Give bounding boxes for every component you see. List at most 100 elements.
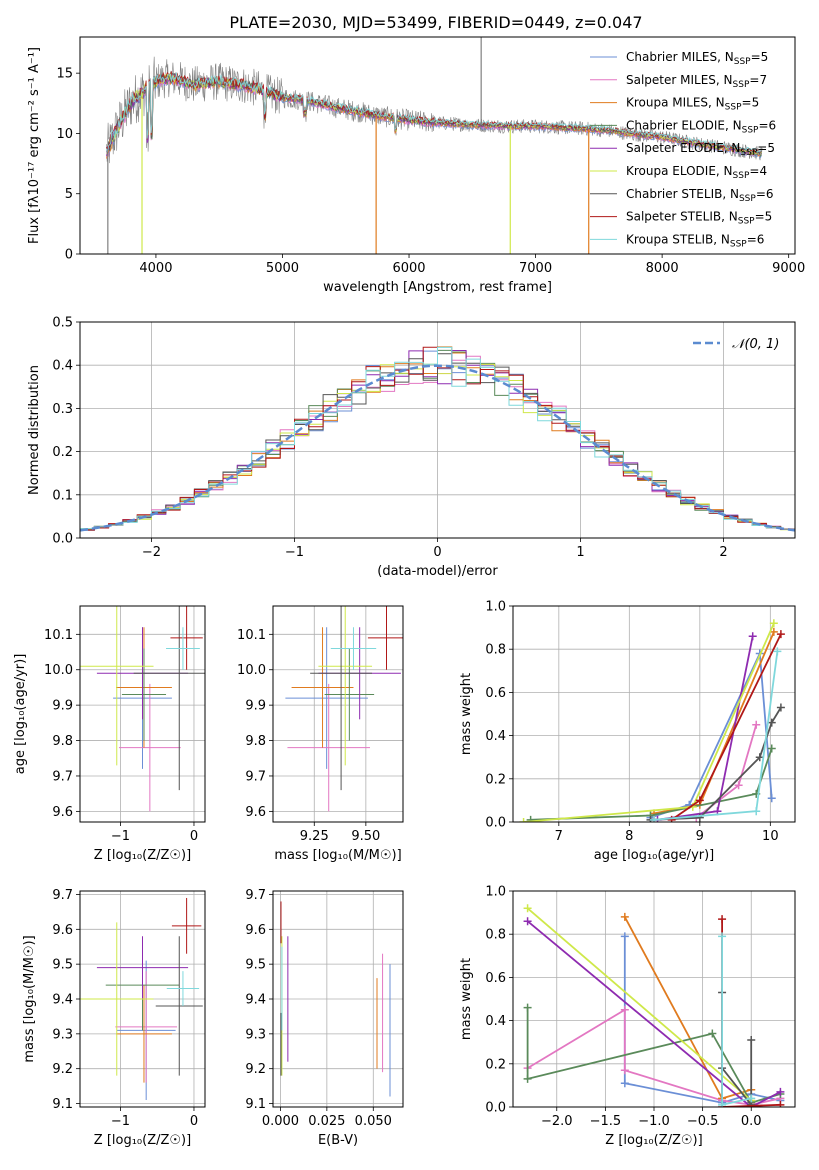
y-tick-label: 9.5	[245, 958, 266, 973]
plot-area-residuals	[80, 346, 795, 532]
y-tick-label: 0.4	[485, 1014, 506, 1029]
y-tick-label: 0.0	[485, 1101, 506, 1116]
axes-frame	[512, 605, 796, 823]
x-tick-label: −1	[111, 1114, 130, 1129]
y-tick-label: 10.1	[44, 628, 73, 643]
y-tick-label: 9.4	[245, 993, 266, 1008]
plus-marker	[620, 932, 629, 941]
x-tick-label: −1	[111, 829, 130, 844]
legend-label: Kroupa MILES, NSSP=5	[626, 96, 759, 113]
plus-marker	[523, 1003, 532, 1012]
plus-marker	[620, 1066, 629, 1075]
plus-marker	[776, 630, 785, 639]
plus-marker	[620, 1005, 629, 1014]
y-tick-label: 9.7	[245, 769, 266, 784]
y-tick-label: 9.6	[245, 805, 266, 820]
y-axis-label: mass weight	[459, 673, 474, 755]
y-tick-label: 9.7	[52, 769, 73, 784]
y-tick-label: 0	[65, 248, 73, 263]
plus-marker	[773, 647, 782, 656]
y-tick-label: 0.3	[52, 402, 73, 417]
legend-label: Chabrier STELIB, NSSP=6	[626, 187, 774, 204]
plus-marker	[769, 627, 778, 636]
legend-label-main: Chabrier STELIB, N	[626, 187, 739, 201]
y-tick-label: 9.6	[52, 923, 73, 938]
plus-marker	[650, 815, 658, 822]
y-tick-label: 1.0	[485, 885, 506, 900]
y-tick-label: 9.9	[245, 699, 266, 714]
axes-frame	[79, 605, 206, 823]
plus-marker	[523, 1074, 532, 1083]
y-tick-label: 15	[56, 67, 73, 82]
x-axis-label: wavelength [Angstrom, rest frame]	[323, 280, 552, 295]
y-tick-label: 0.6	[485, 971, 506, 986]
x-tick-label: 4000	[139, 261, 172, 276]
axes-frame	[272, 605, 404, 823]
x-tick-label: 10	[762, 829, 779, 844]
x-tick-label: 0.025	[308, 1114, 345, 1129]
y-tick-label: 0.5	[52, 316, 73, 331]
axes-frame	[79, 321, 796, 539]
legend-label-sub: SSP	[733, 80, 750, 90]
x-tick-label: 0	[190, 1114, 198, 1129]
legend-label-suffix: =5	[751, 50, 769, 64]
x-tick-label: 8000	[646, 261, 679, 276]
x-tick-label: 2	[719, 545, 727, 560]
x-tick-label: 0	[190, 829, 198, 844]
y-tick-label: 0.2	[52, 445, 73, 460]
plot-area-age-vs-mass	[285, 606, 403, 812]
plus-marker	[755, 753, 764, 762]
x-tick-label: −0.5	[687, 1114, 719, 1129]
plus-marker	[620, 912, 629, 921]
x-tick-label: 8	[625, 829, 633, 844]
x-tick-label: 5000	[266, 261, 299, 276]
massweight-line	[527, 907, 752, 1102]
x-tick-label: 9	[696, 829, 704, 844]
spectrum-model-line	[106, 72, 762, 153]
legend-label-sub: SSP	[742, 125, 759, 135]
panel-mass-vs-Z: −1 0 9.1 9.2 9.3 9.4 9.5 9.6 9.7 Z [log₁₀(Z/Z☉)] m…	[22, 888, 206, 1148]
y-tick-label: 0.2	[485, 772, 506, 787]
panel-residuals: −2 −1 0 1 2 0.0 0.1 0.2 0.3 0.4 0.5 (data-model)/er…	[27, 316, 796, 579]
plus-marker	[747, 1094, 756, 1103]
y-tick-label: 0.4	[52, 359, 73, 374]
y-tick-label: 9.5	[52, 958, 73, 973]
y-tick-label: 0.1	[52, 488, 73, 503]
x-tick-label: −1.0	[638, 1114, 670, 1129]
y-tick-label: 5	[65, 187, 73, 202]
y-axis-label: Flux [fλ10⁻¹⁷ erg cm⁻² s⁻¹ A⁻¹]	[27, 47, 42, 244]
x-axis-label: age [log₁₀(age/yr)]	[594, 848, 715, 863]
y-tick-label: 9.8	[245, 734, 266, 749]
massweight-line	[527, 920, 781, 1107]
plus-marker	[695, 813, 704, 822]
y-tick-label: 9.1	[52, 1097, 73, 1112]
legend-label-sub: SSP	[733, 171, 750, 181]
legend-label-sub: SSP	[734, 57, 751, 67]
plot-area-massweight-vs-Z	[523, 904, 785, 1107]
y-tick-label: 9.6	[245, 923, 266, 938]
plus-marker	[776, 703, 785, 712]
legend-label-main: Salpeter ELODIE, N	[626, 141, 740, 155]
plus-marker	[748, 632, 757, 641]
plus-marker	[718, 1100, 727, 1107]
plus-marker	[776, 1087, 785, 1096]
legend-label-sub: SSP	[740, 148, 757, 158]
x-tick-label: 1	[576, 545, 584, 560]
panel-age-vs-Z: −1 0 9.6 9.7 9.8 9.9 10.0 10.1 Z [log₁₀(Z/Z☉)] ag…	[13, 605, 206, 863]
y-tick-label: 9.8	[52, 734, 73, 749]
plus-marker	[620, 1079, 629, 1088]
panel-age-vs-mass: 9.25 9.50 9.6 9.7 9.8 9.9 10.0 10.1 mass [log₁₀(…	[237, 605, 404, 863]
massweight-line	[523, 622, 775, 822]
x-axis-label: E(B-V)	[318, 1133, 358, 1148]
panel-massweight-vs-age: 7 8 9 10 0.0 0.2 0.4 0.6 0.8 1.0 age [log₁₀(age/yr…	[459, 600, 796, 863]
legend-label-main: Kroupa MILES, N	[626, 96, 725, 110]
plus-marker	[708, 1029, 717, 1038]
plus-marker	[767, 744, 776, 753]
x-axis-label: Z [log₁₀(Z/Z☉)]	[94, 1133, 191, 1148]
legend-label: Chabrier ELODIE, NSSP=6	[626, 118, 776, 135]
y-tick-label: 9.3	[52, 1027, 73, 1042]
plus-marker	[752, 807, 761, 816]
axes-frame	[79, 890, 206, 1108]
legend-label-suffix: =6	[758, 118, 776, 132]
